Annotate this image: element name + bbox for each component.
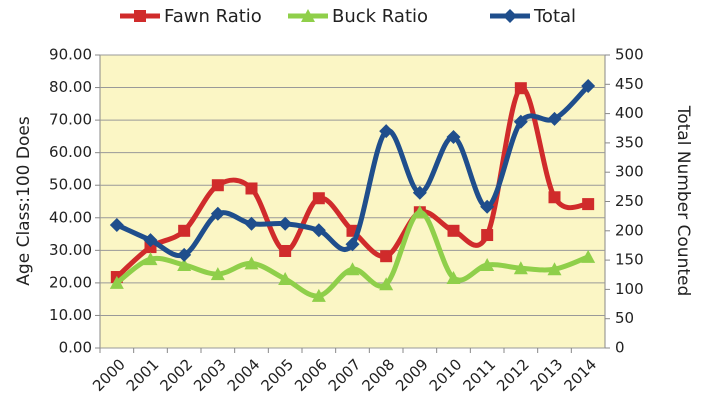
y2-tick-label: 450 — [615, 75, 644, 93]
marker — [301, 9, 315, 22]
marker — [177, 257, 192, 271]
x-tick-label: 2011 — [459, 355, 499, 395]
marker — [244, 216, 259, 231]
marker — [278, 271, 293, 285]
y2-tick-label: 350 — [615, 133, 644, 151]
marker — [143, 233, 158, 248]
marker — [210, 267, 225, 281]
y2-tick-label: 200 — [615, 221, 644, 239]
x-tick-label: 2012 — [493, 355, 533, 395]
legend-label: Total — [533, 6, 576, 27]
y-tick-label: 50.00 — [49, 176, 92, 194]
y2-tick-label: 500 — [615, 46, 644, 64]
marker — [244, 256, 259, 270]
marker — [278, 216, 293, 231]
marker — [412, 205, 427, 219]
x-tick-label: 2000 — [89, 355, 129, 395]
marker — [311, 288, 326, 302]
marker — [513, 261, 528, 275]
marker — [245, 182, 258, 195]
x-tick-label: 2009 — [392, 355, 432, 395]
marker — [581, 79, 596, 94]
legend-label: Fawn Ratio — [164, 6, 262, 27]
marker — [345, 262, 360, 276]
marker — [109, 217, 124, 232]
y-tick-label: 30.00 — [49, 241, 92, 259]
x-tick-label: 2013 — [527, 355, 567, 395]
marker — [547, 262, 562, 276]
y-tick-label: 80.00 — [49, 78, 92, 96]
x-tick-label: 2008 — [358, 355, 398, 395]
x-tick-label: 2001 — [123, 355, 163, 395]
marker — [380, 250, 393, 263]
marker — [548, 191, 561, 204]
marker — [210, 206, 225, 221]
x-tick-label: 2002 — [156, 355, 196, 395]
plot-area — [99, 54, 606, 349]
y-tick-label: 0.00 — [59, 339, 92, 357]
series-line — [115, 209, 590, 299]
marker — [480, 199, 495, 214]
marker — [412, 185, 427, 200]
y2-tick-label: 0 — [615, 339, 625, 357]
y-tick-label: 40.00 — [49, 208, 92, 226]
y-tick-label: 10.00 — [49, 306, 92, 324]
series-line — [115, 84, 590, 259]
marker — [109, 275, 124, 289]
x-tick-label: 2005 — [257, 355, 297, 395]
marker — [177, 247, 192, 262]
x-tick-label: 2004 — [224, 355, 264, 395]
marker — [503, 9, 517, 23]
marker — [178, 224, 191, 237]
x-tick-label: 2003 — [190, 355, 230, 395]
y2-tick-label: 250 — [615, 192, 644, 210]
x-tick-label: 2007 — [325, 355, 365, 395]
marker — [582, 198, 595, 211]
y2-tick-label: 300 — [615, 163, 644, 181]
y2-tick-label: 50 — [615, 309, 634, 327]
marker — [311, 223, 326, 238]
marker — [446, 130, 461, 145]
marker — [134, 10, 146, 22]
y2-tick-label: 100 — [615, 280, 644, 298]
marker — [446, 271, 461, 285]
y2-axis-title: Total Number Counted — [673, 105, 693, 297]
y-tick-label: 60.00 — [49, 143, 92, 161]
marker — [547, 111, 562, 126]
y-tick-label: 20.00 — [49, 273, 92, 291]
marker — [447, 224, 460, 237]
marker — [513, 114, 528, 129]
legend-label: Buck Ratio — [332, 6, 428, 27]
x-tick-label: 2006 — [291, 355, 331, 395]
marker — [279, 244, 292, 257]
y-tick-label: 70.00 — [49, 111, 92, 129]
y-axis-title: Age Class:100 Does — [14, 116, 34, 286]
marker — [379, 124, 394, 139]
y2-tick-label: 400 — [615, 104, 644, 122]
x-tick-label: 2014 — [560, 355, 600, 395]
marker — [481, 229, 494, 242]
marker — [211, 179, 224, 192]
x-tick-label: 2010 — [426, 355, 466, 395]
marker — [581, 249, 596, 263]
marker — [143, 252, 158, 266]
marker — [345, 237, 360, 252]
marker — [312, 192, 325, 205]
y-tick-label: 90.00 — [49, 46, 92, 64]
y2-tick-label: 150 — [615, 251, 644, 269]
marker — [480, 257, 495, 271]
marker — [514, 82, 527, 95]
marker — [379, 277, 394, 291]
